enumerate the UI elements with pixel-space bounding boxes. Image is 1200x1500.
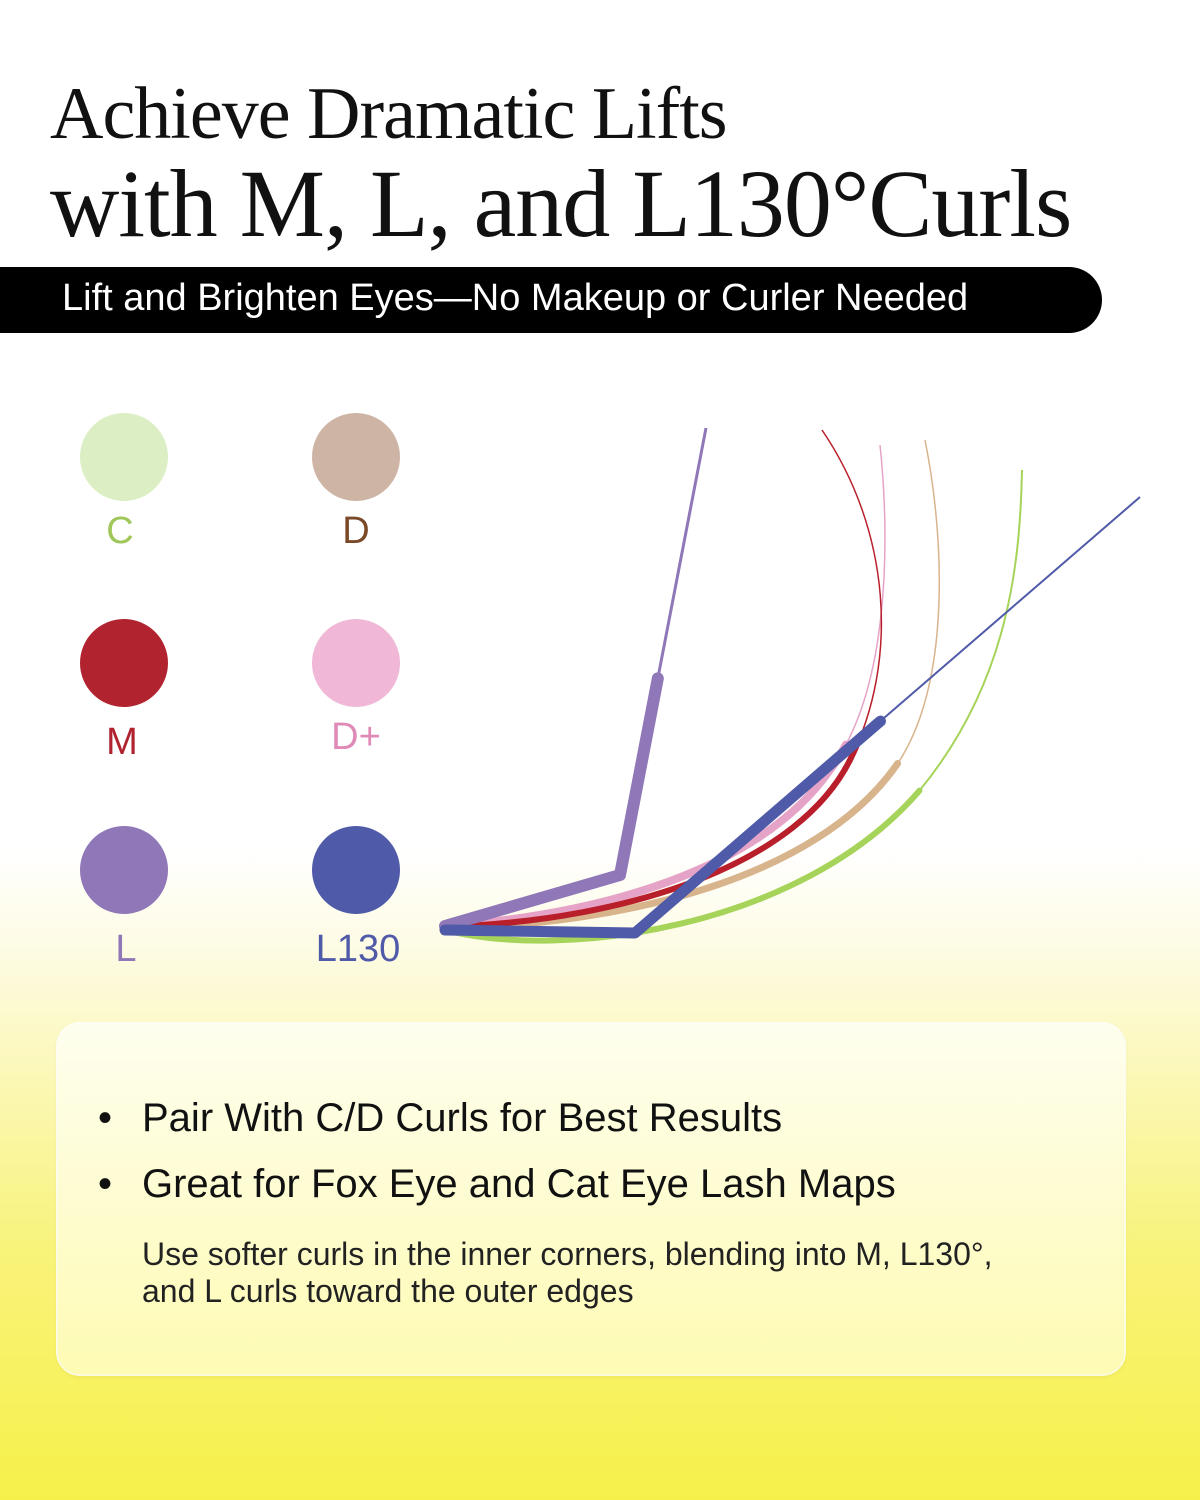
legend-label-d-plus: D+ bbox=[331, 716, 381, 758]
title-line-1: Achieve Dramatic Lifts bbox=[50, 73, 728, 155]
legend-swatch-l130 bbox=[312, 826, 400, 914]
curve-c-tip bbox=[444, 469, 1023, 942]
bullet-text: Great for Fox Eye and Cat Eye Lash Maps bbox=[142, 1162, 896, 1206]
title-line-2: with M, L, and L130°Curls bbox=[50, 150, 1072, 257]
legend-label-l: L bbox=[115, 928, 137, 970]
bullet-dot: • bbox=[98, 1096, 113, 1140]
curve-d-plus-tip bbox=[444, 444, 886, 927]
bullet-item: • Great for Fox Eye and Cat Eye Lash Maps bbox=[98, 1162, 896, 1207]
curve-d-tip bbox=[444, 439, 941, 929]
tip-note: Use softer curls in the inner corners, b… bbox=[142, 1236, 993, 1309]
legend-swatch-d bbox=[312, 413, 400, 501]
curve-d bbox=[441, 436, 943, 932]
curve-l130 bbox=[439, 491, 1146, 939]
legend-label-c: C bbox=[106, 510, 134, 552]
legend-swatch-m bbox=[80, 619, 168, 707]
curve-l-tip bbox=[444, 427, 708, 928]
legend-swatch-c bbox=[80, 413, 168, 501]
banner-text: Lift and Brighten Eyes—No Makeup or Curl… bbox=[62, 277, 969, 319]
curve-c bbox=[442, 467, 1025, 944]
bullet-item: • Pair With C/D Curls for Best Results bbox=[98, 1096, 782, 1141]
subtitle-banner: Lift and Brighten Eyes—No Makeup or Curl… bbox=[0, 267, 1102, 333]
bullet-dot: • bbox=[98, 1162, 113, 1206]
curve-m bbox=[442, 427, 885, 930]
legend-swatch-d-plus bbox=[312, 619, 400, 707]
legend-label-m: M bbox=[106, 721, 138, 763]
tips-card: • Pair With C/D Curls for Best Results • G… bbox=[58, 1024, 1124, 1374]
bullet-text: Pair With C/D Curls for Best Results bbox=[142, 1096, 783, 1140]
legend-label-l130: L130 bbox=[315, 928, 401, 970]
legend-label-d: D bbox=[342, 510, 370, 552]
curl-diagram bbox=[439, 422, 1146, 944]
curve-d-plus bbox=[441, 441, 889, 930]
curve-l130-tip bbox=[444, 496, 1141, 935]
legend-swatch-l bbox=[80, 826, 168, 914]
curve-l bbox=[439, 422, 712, 932]
